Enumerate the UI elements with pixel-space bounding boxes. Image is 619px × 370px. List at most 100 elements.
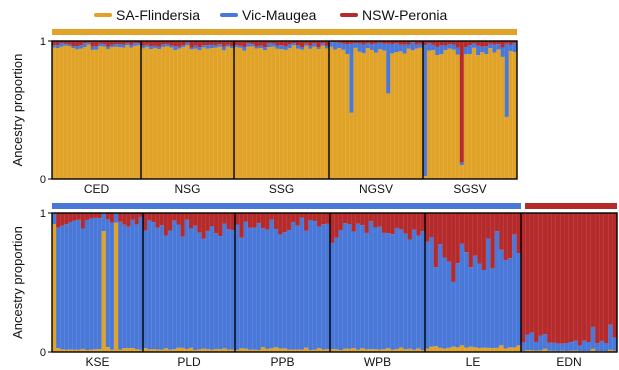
- ancestry-bar-segment: [125, 45, 130, 179]
- ancestry-bar-segment: [555, 213, 561, 344]
- ancestry-bar-segment: [271, 46, 276, 179]
- population-label: KSE: [85, 355, 109, 369]
- ancestry-bar-segment: [56, 348, 61, 352]
- ancestry-bar-segment: [161, 41, 166, 45]
- ancestry-bar-segment: [492, 41, 497, 45]
- ancestry-bar-segment: [345, 41, 350, 45]
- ancestry-bar-segment: [299, 213, 305, 218]
- ancestry-bar-segment: [295, 45, 301, 49]
- ancestry-bar-segment: [137, 41, 142, 44]
- ancestry-bar-segment: [242, 46, 247, 51]
- ancestry-bar-segment: [79, 41, 84, 46]
- ancestry-bar-segment: [269, 348, 275, 352]
- ancestry-bar-segment: [157, 46, 162, 50]
- ancestry-bar-segment: [442, 213, 448, 258]
- ancestry-bar-segment: [577, 213, 583, 346]
- ancestry-bar-segment: [345, 53, 350, 179]
- ancestry-bar-segment: [181, 45, 186, 48]
- ancestry-bar-segment: [330, 349, 335, 352]
- ancestry-bar-segment: [85, 219, 90, 350]
- ancestry-bar-segment: [197, 213, 202, 233]
- ancestry-bar-segment: [407, 239, 413, 349]
- ancestry-bar-segment: [406, 44, 412, 49]
- ancestry-bar-segment: [282, 348, 288, 352]
- ancestry-bar-segment: [133, 41, 138, 44]
- ancestry-bar-segment: [325, 213, 331, 224]
- ancestry-bar-segment: [213, 45, 219, 48]
- ancestry-bar-segment: [499, 249, 504, 346]
- ancestry-bar-segment: [353, 47, 358, 179]
- ancestry-bar-segment: [435, 46, 440, 56]
- ancestry-bar-segment: [110, 41, 115, 45]
- ancestry-bar-segment: [386, 348, 391, 352]
- ancestry-bar-segment: [490, 348, 496, 352]
- ancestry-bar-segment: [446, 347, 452, 352]
- ancestry-bar-segment: [209, 349, 215, 352]
- ancestry-bar-segment: [90, 41, 95, 47]
- ancestry-bar-segment: [507, 258, 513, 348]
- ancestry-bar-segment: [193, 48, 198, 180]
- ancestry-bar-segment: [71, 48, 76, 180]
- ancestry-bar-segment: [205, 48, 211, 179]
- ancestry-bar-segment: [113, 41, 119, 45]
- ancestry-bar-segment: [201, 47, 207, 179]
- ancestry-bar-segment: [355, 213, 361, 224]
- ancestry-bar-segment: [373, 43, 379, 53]
- ancestry-bar-segment: [490, 213, 496, 269]
- ancestry-bar-segment: [416, 348, 422, 352]
- ancestry-bar-segment: [105, 213, 111, 220]
- ancestry-bar-segment: [149, 49, 154, 180]
- ancestry-bar-segment: [201, 213, 207, 239]
- ancestry-bar-segment: [121, 44, 126, 48]
- ancestry-bar-segment: [324, 48, 330, 180]
- ancestry-bar-segment: [555, 343, 561, 351]
- ancestry-bar-segment: [291, 41, 297, 44]
- ancestry-bar-segment: [126, 213, 131, 227]
- ancestry-bar-segment: [416, 213, 422, 236]
- ancestry-bar-segment: [488, 48, 493, 179]
- ancestry-bar-segment: [145, 41, 150, 45]
- ancestry-bar-segment: [425, 241, 430, 349]
- ancestry-bar-segment: [94, 46, 99, 50]
- ancestry-bar-segment: [338, 213, 344, 230]
- ancestry-bar-segment: [86, 44, 92, 179]
- ancestry-bar-segment: [153, 45, 158, 48]
- ancestry-bar-segment: [347, 348, 352, 352]
- ancestry-bar-segment: [279, 45, 284, 50]
- ancestry-bar-segment: [595, 213, 600, 344]
- ancestry-bar-segment: [197, 349, 202, 352]
- ancestry-bar-segment: [98, 43, 103, 47]
- ancestry-bar-segment: [267, 47, 272, 180]
- ancestry-bar-segment: [149, 41, 154, 47]
- ancestry-bar-segment: [278, 348, 283, 352]
- ancestry-bar-segment: [145, 46, 150, 179]
- ancestry-bar-segment: [499, 345, 504, 352]
- ancestry-bar-segment: [480, 41, 485, 47]
- ancestry-bar-segment: [239, 237, 244, 349]
- ancestry-bar-segment: [369, 49, 375, 179]
- ancestry-bar-segment: [213, 41, 219, 46]
- ancestry-bar-segment: [209, 41, 215, 45]
- ancestry-bar-segment: [504, 41, 510, 44]
- ancestry-bar-segment: [177, 46, 182, 49]
- ancestry-bar-segment: [402, 44, 408, 54]
- ancestry-bar-segment: [378, 49, 383, 179]
- ancestry-bar-segment: [282, 213, 288, 233]
- ancestry-bar-segment: [381, 349, 387, 352]
- ancestry-bar-segment: [93, 349, 98, 352]
- ancestry-bar-segment: [455, 41, 461, 48]
- population-label: WPB: [364, 355, 391, 369]
- ancestry-bar-segment: [71, 41, 76, 47]
- ancestry-bar-segment: [512, 347, 517, 352]
- ancestry-bar-segment: [577, 345, 583, 351]
- ancestry-bar-segment: [217, 44, 223, 47]
- ancestry-bar-segment: [260, 228, 266, 348]
- population-label: SSG: [269, 182, 294, 196]
- y-tick-label: 1: [40, 208, 46, 220]
- ancestry-bar-segment: [330, 242, 335, 350]
- ancestry-bar-segment: [312, 213, 318, 222]
- ancestry-bar-segment: [386, 213, 391, 234]
- ancestry-bar-segment: [420, 350, 426, 352]
- ancestry-bar-segment: [229, 48, 235, 179]
- ancestry-bar-segment: [238, 41, 243, 46]
